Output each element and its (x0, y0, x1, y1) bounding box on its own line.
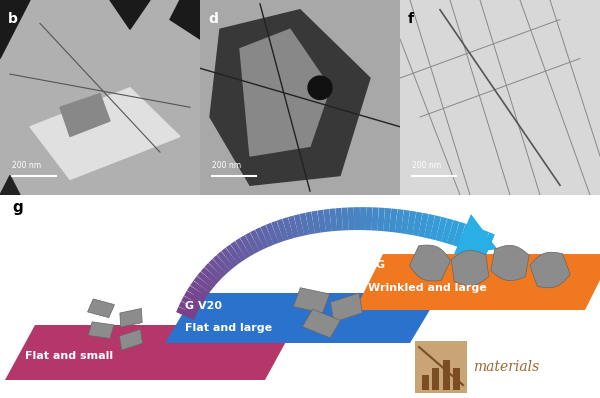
Polygon shape (293, 288, 329, 313)
Text: Flat and large: Flat and large (185, 323, 272, 333)
Text: g: g (12, 200, 23, 215)
Polygon shape (0, 176, 20, 195)
Polygon shape (491, 246, 529, 281)
Polygon shape (88, 299, 115, 318)
Text: b: b (8, 12, 18, 26)
Polygon shape (165, 293, 440, 343)
Polygon shape (60, 94, 110, 137)
Polygon shape (454, 214, 497, 255)
Polygon shape (170, 0, 200, 39)
Polygon shape (409, 245, 451, 281)
Bar (432, 368, 439, 390)
Polygon shape (88, 322, 114, 338)
Text: 200 nm: 200 nm (212, 161, 241, 170)
Text: Wrinkled and large: Wrinkled and large (368, 283, 487, 293)
Bar (443, 360, 450, 390)
Polygon shape (5, 325, 295, 380)
Text: G V4: G V4 (25, 310, 55, 320)
Polygon shape (331, 293, 362, 322)
Polygon shape (451, 250, 489, 286)
Polygon shape (240, 29, 330, 156)
Polygon shape (110, 0, 150, 29)
Text: 200 nm: 200 nm (412, 161, 441, 170)
Bar (415, 341, 467, 393)
Circle shape (308, 76, 332, 100)
Polygon shape (355, 254, 600, 310)
Polygon shape (210, 10, 370, 185)
Polygon shape (120, 308, 142, 327)
Text: d: d (208, 12, 218, 26)
Text: f: f (408, 12, 414, 26)
Polygon shape (0, 0, 30, 59)
Text: materials: materials (473, 360, 539, 374)
Text: 200 nm: 200 nm (12, 161, 41, 170)
Bar (453, 368, 460, 390)
Polygon shape (302, 309, 340, 338)
Text: Flat and small: Flat and small (25, 351, 113, 361)
Text: G V20: G V20 (185, 301, 222, 311)
Polygon shape (30, 88, 180, 179)
Polygon shape (530, 252, 570, 288)
Bar (422, 375, 429, 390)
Polygon shape (119, 329, 143, 350)
Text: G: G (375, 260, 384, 270)
